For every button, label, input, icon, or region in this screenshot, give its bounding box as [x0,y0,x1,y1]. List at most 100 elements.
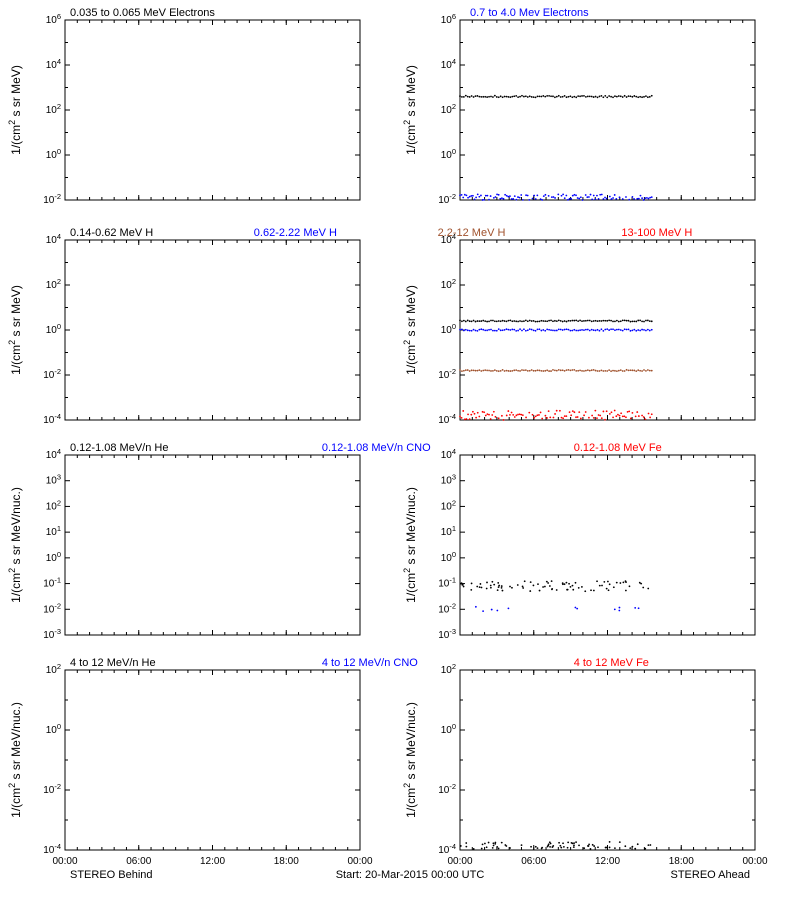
data-point [597,96,599,98]
data-point [511,198,513,200]
data-point [556,330,558,332]
data-point [496,330,498,332]
ytick-label: 10-1 [438,576,456,590]
data-point [641,329,643,331]
data-point [459,194,461,196]
data-point [532,414,534,416]
data-point [472,195,474,197]
data-point [624,95,626,97]
data-point [600,370,602,372]
data-point [482,370,484,372]
ylabel-2: 1/(cm2 s sr MeV) [7,285,23,375]
data-point [463,586,465,588]
data-point [609,583,611,585]
data-point [491,609,493,611]
data-point [508,96,510,98]
data-point [587,369,589,371]
data-point [496,846,498,848]
data-point [488,199,490,201]
xtick-label: 12:00 [200,856,225,867]
data-point [546,328,548,330]
data-point [613,586,615,588]
data-point [606,320,608,322]
data-point [560,847,562,849]
data-point [493,845,495,847]
data-point [629,847,631,849]
data-point [490,587,492,589]
data-point [509,847,511,849]
data-point [612,321,614,323]
ylabel-1: 1/(cm2 s sr MeV) [402,65,418,155]
data-point [548,195,550,197]
ytick-label: 104 [441,232,456,246]
data-point [513,95,515,97]
data-point [619,196,621,198]
data-point [635,330,637,332]
data-point [644,197,646,199]
data-point [475,197,477,199]
data-point [499,198,501,200]
data-point [564,197,566,199]
data-point [568,96,570,98]
data-point [542,320,544,322]
data-point [486,370,488,372]
data-point [537,847,539,849]
data-point [651,95,653,97]
data-point [465,329,467,331]
row-title-3-2: 4 to 12 MeV Fe [574,657,649,669]
data-point [572,589,574,591]
data-point [585,96,587,98]
data-point [535,415,537,417]
data-point [517,330,519,332]
data-point [570,198,572,200]
data-point [596,417,598,419]
data-point [509,370,511,372]
data-point [540,198,542,200]
data-point [533,195,535,197]
data-point [564,583,566,585]
data-point [593,845,595,847]
data-point [581,95,583,97]
data-point [626,96,628,98]
data-point [492,842,494,844]
data-point [608,95,610,97]
ytick-label: 100 [46,550,61,564]
row-title-3-0: 4 to 12 MeV/n He [70,657,156,669]
data-point [484,330,486,332]
data-point [599,370,601,372]
data-point [590,848,592,850]
data-point [494,842,496,844]
data-point [558,842,560,844]
data-point [459,319,461,321]
data-point [634,607,636,609]
data-point [607,581,609,583]
data-point [477,370,479,372]
ytick-label: 10-2 [438,367,456,381]
chart-grid: 0.035 to 0.065 MeV Electrons0.7 to 4.0 M… [0,0,800,900]
data-point [578,587,580,589]
data-point [486,582,488,584]
data-point [469,330,471,332]
data-point [591,369,593,371]
data-point [639,96,641,98]
data-point [464,418,466,420]
data-point [492,320,494,322]
data-point [643,199,645,201]
row-title-0-0: 0.035 to 0.065 MeV Electrons [70,7,215,19]
row-title-2-2: 0.12-1.08 MeV Fe [574,442,662,454]
data-point [636,198,638,200]
data-point [494,95,496,97]
data-point [464,194,466,196]
panel-5 [460,455,755,635]
ytick-label: 100 [441,722,456,736]
data-point [506,195,508,197]
data-point [583,329,585,331]
data-point [589,330,591,332]
data-point [649,96,651,98]
data-point [486,588,488,590]
data-point [595,330,597,332]
data-point [562,329,564,331]
data-point [551,196,553,198]
data-point [551,588,553,590]
ytick-label: 102 [441,277,456,291]
